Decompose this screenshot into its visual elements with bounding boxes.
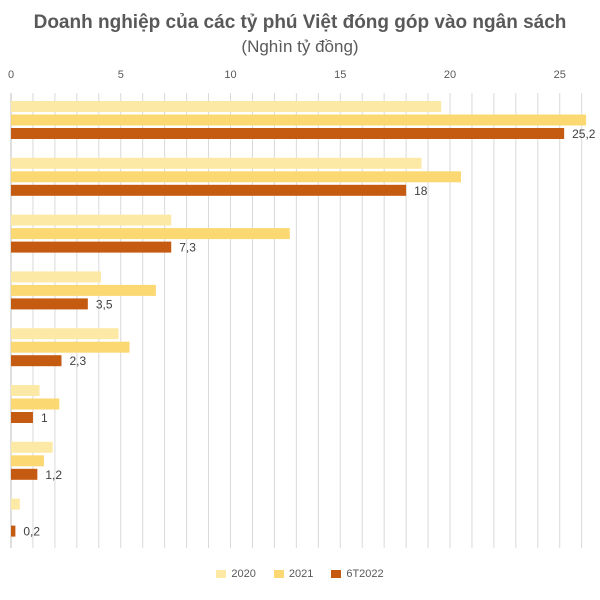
- data-label: 7,3: [179, 241, 196, 255]
- data-label: 3,5: [96, 297, 113, 311]
- bar-2020-5: [11, 328, 119, 340]
- bar-2021-1: [11, 114, 587, 126]
- bar-2020-7: [11, 441, 53, 453]
- bar-6t2022-8: [11, 525, 16, 537]
- bar-6t2022-6: [11, 412, 33, 423]
- bar-2020-2: [11, 157, 422, 169]
- bar-2020-8: [11, 498, 20, 510]
- bar-2020-3: [11, 214, 172, 226]
- legend-swatch-2021: [273, 570, 284, 578]
- bar-6t2022-5: [11, 355, 62, 367]
- bar-2021-4: [11, 284, 156, 296]
- legend-item-6t2022: 6T2022: [331, 568, 384, 580]
- x-tick-label: 15: [334, 69, 346, 81]
- bar-2021-2: [11, 171, 461, 183]
- legend-item-2021: 2021: [273, 568, 314, 580]
- data-label: 0,2: [23, 525, 40, 539]
- legend-label-2021: 2021: [288, 568, 314, 580]
- bar-2021-5: [11, 341, 130, 353]
- legend-swatch-6t2022: [331, 570, 342, 578]
- data-label: 1,2: [45, 468, 62, 482]
- bar-2021-7: [11, 455, 44, 467]
- legend-swatch-2020: [216, 570, 227, 578]
- bar-6t2022-1: [11, 128, 565, 139]
- bar-6t2022-3: [11, 241, 172, 253]
- legend-label-2020: 2020: [231, 568, 256, 580]
- x-tick-label: 20: [444, 69, 456, 81]
- x-tick-label: 10: [224, 69, 236, 81]
- data-label: 25,2: [572, 127, 596, 141]
- x-tick-label: 0: [8, 69, 14, 81]
- chart-legend: 2020 2021 6T2022: [0, 568, 600, 580]
- data-label: 18: [414, 184, 428, 198]
- bar-6t2022-4: [11, 298, 88, 310]
- legend-label-6t2022: 6T2022: [346, 568, 384, 580]
- bar-2020-1: [11, 101, 442, 112]
- data-label: 2,3: [69, 354, 86, 368]
- x-tick-label: 25: [554, 69, 566, 81]
- bar-6t2022-2: [11, 184, 407, 196]
- bar-2021-3: [11, 228, 290, 240]
- chart-title: Doanh nghiệp của các tỷ phú Việt đóng gó…: [33, 12, 567, 33]
- legend-item-2020: 2020: [216, 568, 256, 580]
- x-tick-label: 5: [118, 69, 124, 81]
- data-label: 1: [41, 411, 48, 425]
- bar-2020-6: [11, 385, 40, 396]
- chart-subtitle: (Nghìn tỷ đồng): [241, 37, 359, 56]
- bar-2021-6: [11, 398, 60, 410]
- bar-6t2022-7: [11, 468, 38, 480]
- bar-2020-4: [11, 271, 101, 283]
